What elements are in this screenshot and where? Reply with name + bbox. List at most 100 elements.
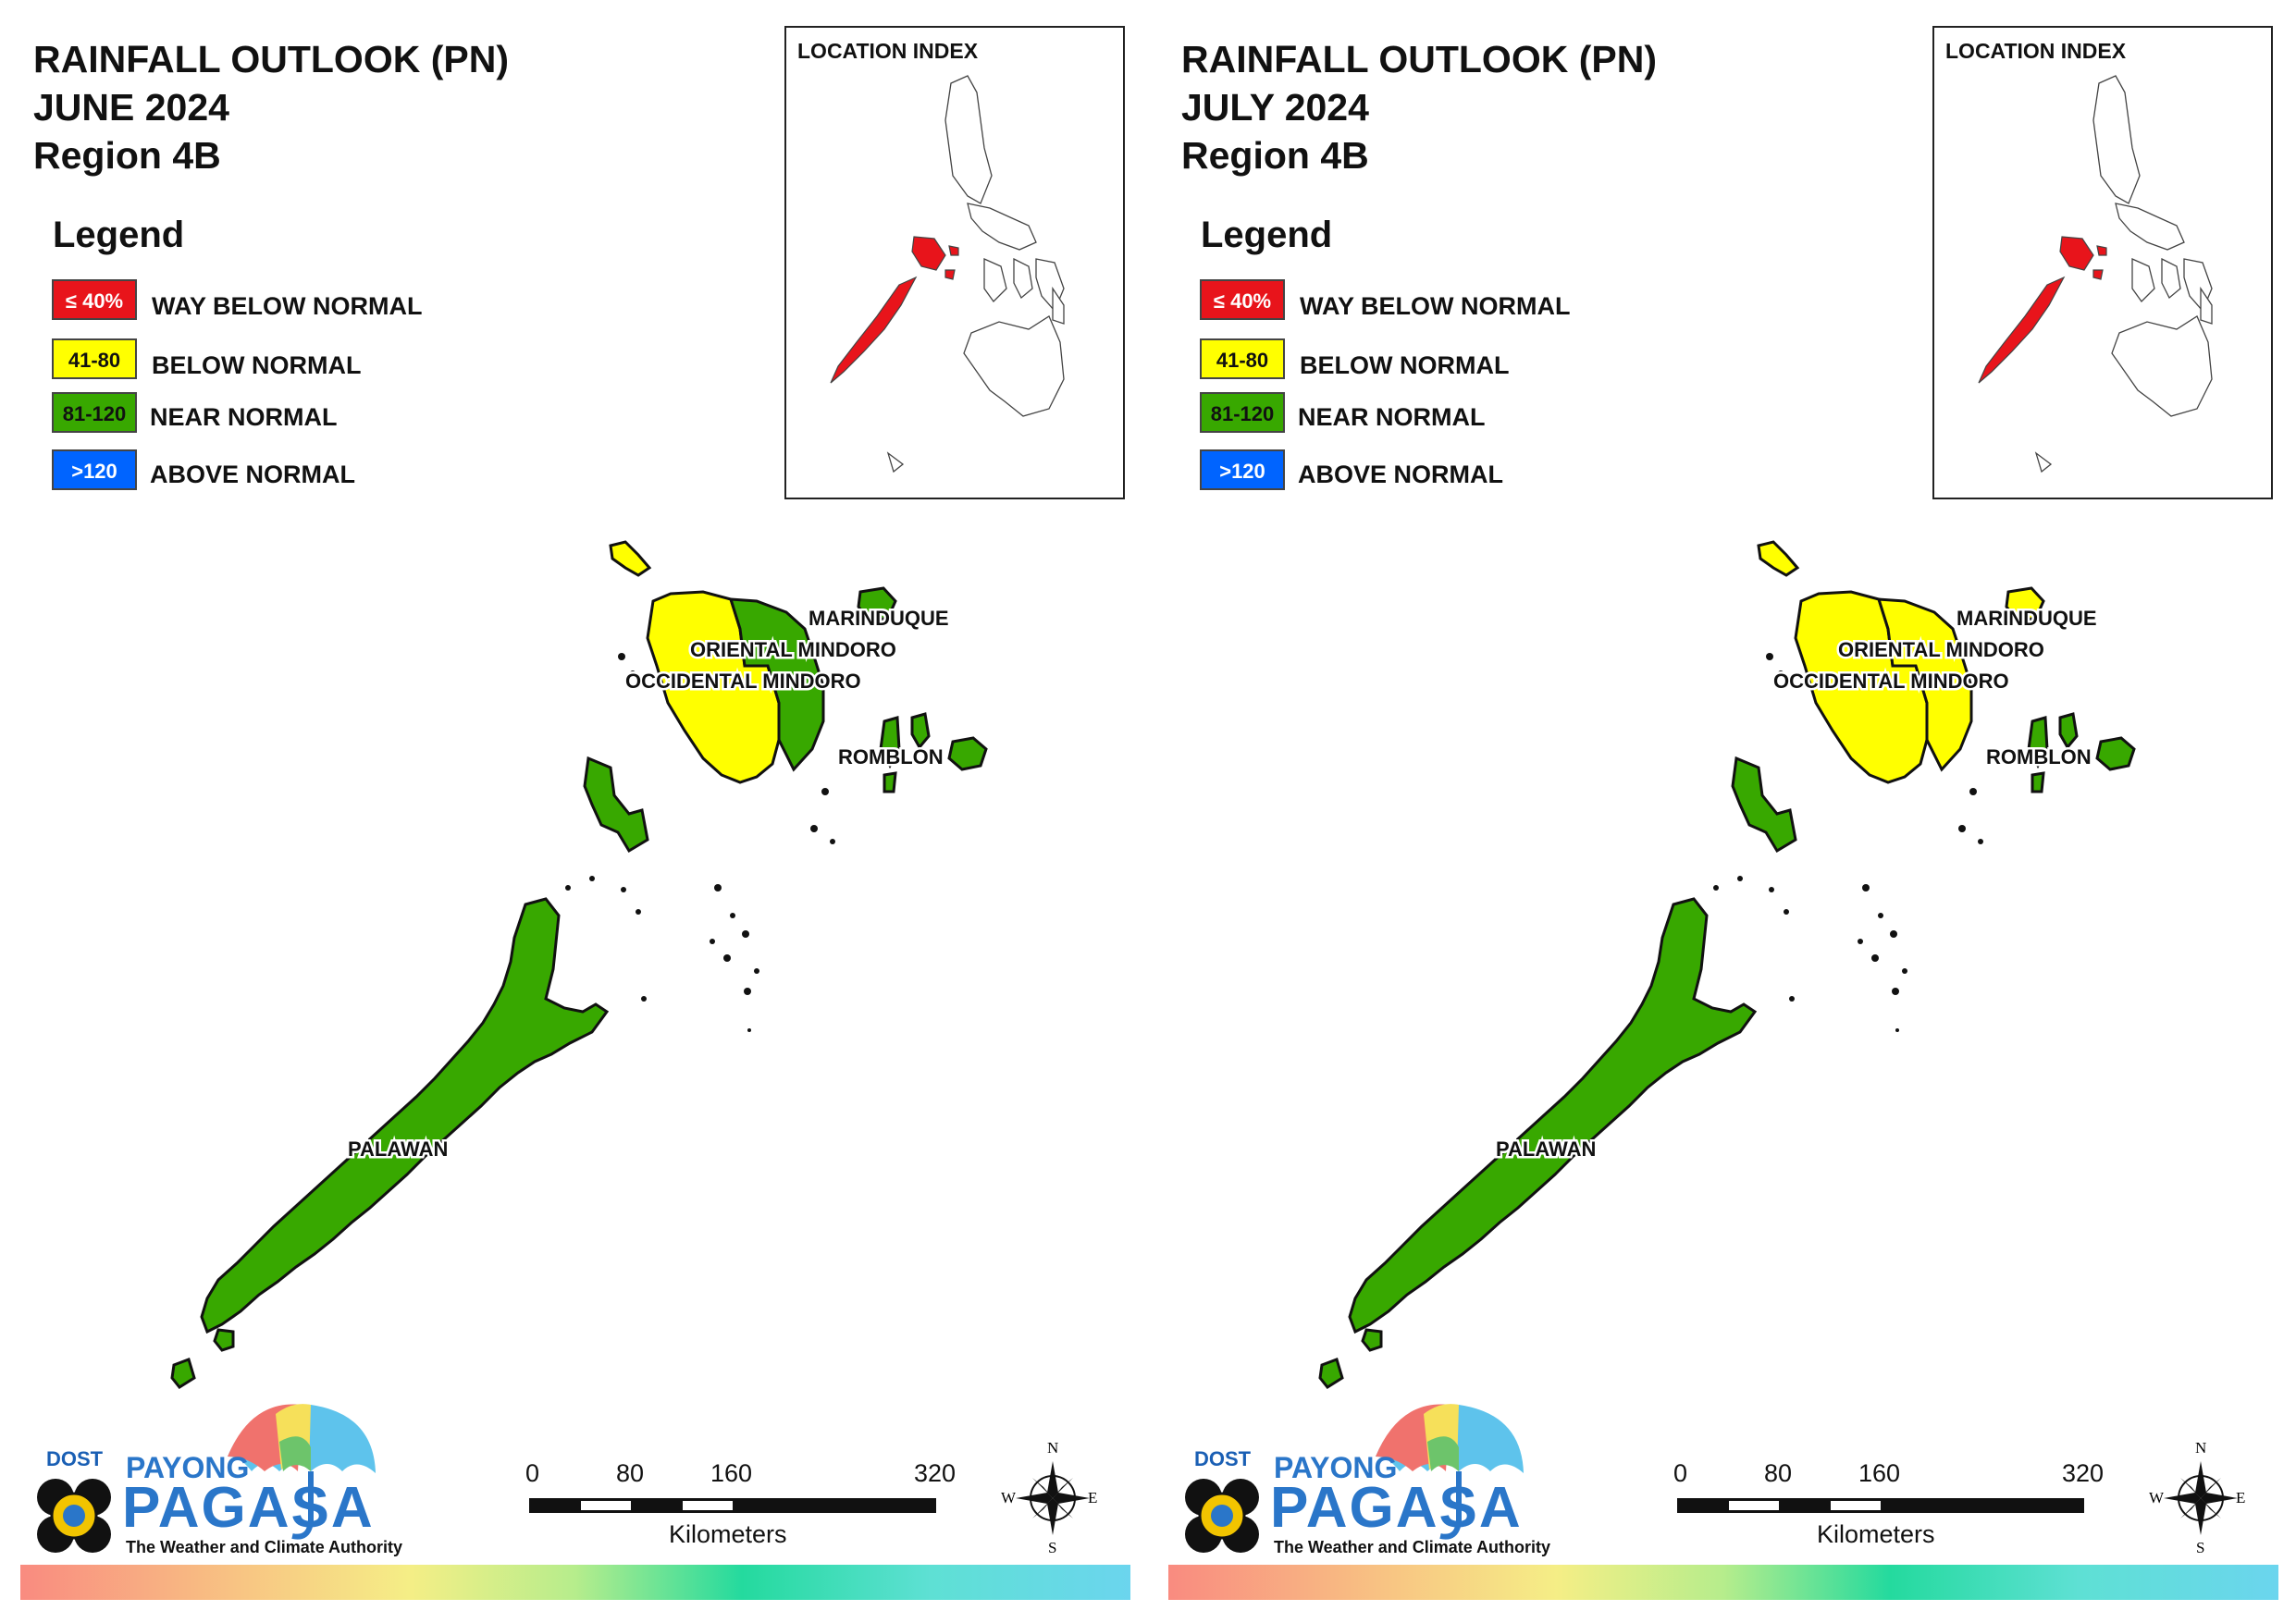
label-romblon: ROMBLON [838, 745, 944, 768]
logo-payong: PAYONG [126, 1451, 250, 1484]
location-index: LOCATION INDEX [1932, 26, 2273, 499]
outlook-panel-june: RAINFALL OUTLOOK (PN) JUNE 2024 Region 4… [0, 26, 1148, 1600]
oriental-mindoro-shape [728, 597, 825, 772]
legend-label: BELOW NORMAL [152, 351, 362, 379]
label-occidental-mindoro: OCCIDENTAL MINDORO [1773, 670, 2009, 693]
label-oriental-mindoro: ORIENTAL MINDORO [1838, 638, 2044, 661]
title-line-3: Region 4B [33, 134, 221, 177]
title-line-1: RAINFALL OUTLOOK (PN) [1181, 38, 1657, 80]
logo-payong: PAYONG [1274, 1451, 1398, 1484]
umbrella-icon [1376, 1404, 1524, 1540]
scale-tick: 0 [1673, 1459, 1688, 1487]
footer-gradient-bar [1168, 1565, 2278, 1600]
legend-swatch: ≤ 40% [1200, 279, 1285, 320]
label-marinduque: MARINDUQUE [809, 607, 949, 630]
scale-tick: 160 [710, 1459, 753, 1487]
payong-pagasa-logo: DOST PAYONG PAGASA The Weather and Clima… [33, 1392, 403, 1563]
legend-swatch: >120 [52, 449, 137, 490]
legend-swatch: 41-80 [52, 338, 137, 379]
palawan-shape [1318, 756, 1797, 1389]
label-palawan: PALAWAN [348, 1137, 448, 1161]
label-occidental-mindoro: OCCIDENTAL MINDORO [625, 670, 861, 693]
label-romblon: ROMBLON [1986, 745, 2092, 768]
footer-gradient-bar [20, 1565, 1130, 1600]
region-4b-highlight [1978, 236, 2107, 384]
compass-e: E [1088, 1489, 1098, 1506]
romblon-shape [2027, 712, 2136, 793]
scale-tick: 80 [616, 1459, 645, 1487]
occidental-mindoro-shape [1757, 540, 1929, 784]
oriental-mindoro-shape [1876, 597, 1973, 772]
logo-pagasa: PAGASA [122, 1476, 375, 1540]
legend-label: NEAR NORMAL [150, 403, 338, 431]
title-line-1: RAINFALL OUTLOOK (PN) [33, 38, 509, 80]
region-map: MARINDUQUE ORIENTAL MINDORO OCCIDENTAL M… [1148, 518, 2296, 1406]
compass-n: N [2195, 1439, 2207, 1457]
legend-label: WAY BELOW NORMAL [1300, 292, 1571, 320]
location-index: LOCATION INDEX [784, 26, 1125, 499]
compass-n: N [1047, 1439, 1059, 1457]
location-index-title: LOCATION INDEX [1945, 39, 2127, 63]
payong-pagasa-logo: DOST PAYONG PAGASA The Weather and Clima… [1181, 1392, 1551, 1563]
scale-unit: Kilometers [1817, 1520, 1935, 1548]
compass-e: E [2236, 1489, 2246, 1506]
marinduque-shape [2005, 586, 2045, 623]
compass-w: W [2149, 1489, 2165, 1506]
compass-s: S [1048, 1539, 1057, 1556]
legend-label: NEAR NORMAL [1298, 403, 1486, 431]
map-title: RAINFALL OUTLOOK (PN) JUNE 2024 Region 4… [33, 35, 509, 179]
legend-swatch: 81-120 [1200, 392, 1285, 433]
region-4b-map: MARINDUQUE ORIENTAL MINDORO OCCIDENTAL M… [170, 540, 988, 1389]
compass-s: S [2196, 1539, 2205, 1556]
scale-bar: 0 80 160 320 Kilometers [1673, 1459, 2104, 1548]
umbrella-icon [228, 1404, 376, 1540]
legend-swatch: 41-80 [1200, 338, 1285, 379]
label-marinduque: MARINDUQUE [1957, 607, 2097, 630]
logo-pagasa: PAGASA [1270, 1476, 1523, 1540]
marinduque-shape [857, 586, 897, 623]
scale-tick: 320 [914, 1459, 957, 1487]
scale-tick: 0 [525, 1459, 540, 1487]
compass-w: W [1001, 1489, 1017, 1506]
compass-rose-icon [1016, 1461, 1090, 1535]
legend-label: BELOW NORMAL [1300, 351, 1510, 379]
logo-dost: DOST [1194, 1447, 1252, 1470]
map-title: RAINFALL OUTLOOK (PN) JULY 2024 Region 4… [1181, 35, 1657, 179]
legend-swatch: ≤ 40% [52, 279, 137, 320]
scale-tick: 320 [2062, 1459, 2105, 1487]
compass-rose-icon [2164, 1461, 2238, 1535]
title-line-3: Region 4B [1181, 134, 1369, 177]
scale-tick: 80 [1764, 1459, 1793, 1487]
logo-dost: DOST [46, 1447, 104, 1470]
title-line-2: JULY 2024 [1181, 86, 1369, 129]
logo-tagline: The Weather and Climate Authority [126, 1538, 403, 1556]
north-arrow: N S E W [2149, 1439, 2246, 1556]
logo-tagline: The Weather and Climate Authority [1274, 1538, 1551, 1556]
label-palawan: PALAWAN [1496, 1137, 1596, 1161]
region-4b-highlight [830, 236, 959, 384]
scale-tick: 160 [1858, 1459, 1901, 1487]
north-arrow: N S E W [1001, 1439, 1098, 1556]
location-index-title: LOCATION INDEX [797, 39, 979, 63]
legend-title: Legend [53, 215, 185, 255]
legend-swatch: >120 [1200, 449, 1285, 490]
region-map: MARINDUQUE ORIENTAL MINDORO OCCIDENTAL M… [0, 518, 1148, 1406]
legend-swatch: 81-120 [52, 392, 137, 433]
legend-label: ABOVE NORMAL [150, 461, 355, 488]
outlook-panel-july: RAINFALL OUTLOOK (PN) JULY 2024 Region 4… [1148, 0, 2296, 1623]
romblon-shape [879, 712, 988, 793]
philippines-locator-map [1978, 75, 2213, 473]
title-line-2: JUNE 2024 [33, 86, 229, 129]
legend-title: Legend [1201, 215, 1333, 255]
legend-label: ABOVE NORMAL [1298, 461, 1503, 488]
scale-bar-graphic [529, 1498, 936, 1513]
region-4b-map: MARINDUQUE ORIENTAL MINDORO OCCIDENTAL M… [1318, 540, 2136, 1389]
label-oriental-mindoro: ORIENTAL MINDORO [690, 638, 896, 661]
pagasa-seal-icon [37, 1479, 111, 1553]
scale-unit: Kilometers [669, 1520, 787, 1548]
palawan-shape [170, 756, 649, 1389]
philippines-locator-map [830, 75, 1065, 473]
legend-label: WAY BELOW NORMAL [152, 292, 423, 320]
scale-bar: 0 80 160 320 Kilometers [525, 1459, 956, 1548]
pagasa-seal-icon [1185, 1479, 1259, 1553]
